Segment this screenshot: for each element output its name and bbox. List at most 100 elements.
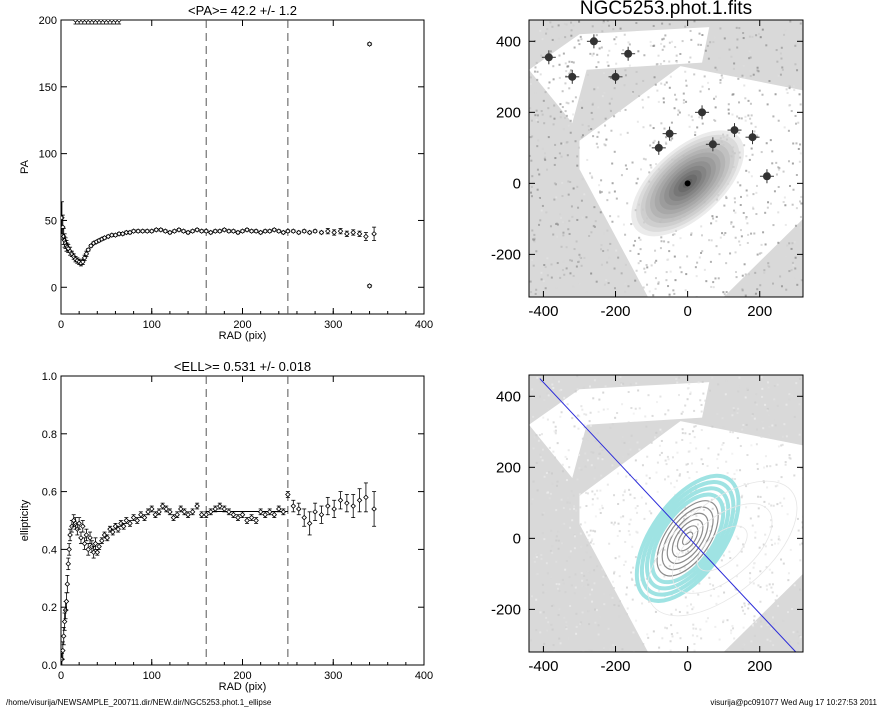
noise-pixel <box>573 46 576 49</box>
x-tick-label: 300 <box>324 670 342 682</box>
noise-pixel <box>555 509 558 512</box>
noise-pixel <box>775 463 778 466</box>
noise-pixel <box>592 135 595 138</box>
noise-pixel <box>635 182 638 185</box>
y-tick-label: -200 <box>491 601 521 618</box>
noise-pixel <box>749 117 752 120</box>
noise-pixel <box>530 291 533 294</box>
noise-pixel <box>679 637 682 640</box>
noise-pixel <box>736 564 739 567</box>
noise-pixel <box>793 584 796 587</box>
noise-pixel <box>659 563 662 566</box>
noise-pixel <box>580 468 583 471</box>
noise-pixel <box>800 202 803 205</box>
noise-pixel <box>668 23 671 26</box>
noise-pixel <box>628 533 631 536</box>
noise-pixel <box>707 447 710 450</box>
noise-pixel <box>681 511 684 514</box>
noise-pixel <box>604 117 607 120</box>
noise-pixel <box>658 589 661 592</box>
noise-pixel <box>612 587 615 590</box>
noise-pixel <box>591 118 594 121</box>
noise-pixel <box>539 380 542 383</box>
noise-pixel <box>759 600 762 603</box>
noise-pixel <box>536 114 539 117</box>
noise-pixel <box>649 124 652 127</box>
noise-pixel <box>566 501 569 504</box>
noise-pixel <box>560 245 563 248</box>
noise-pixel <box>637 262 640 265</box>
noise-pixel <box>673 107 676 110</box>
noise-pixel <box>554 432 557 435</box>
data-point <box>337 228 344 234</box>
noise-pixel <box>768 80 771 83</box>
noise-pixel <box>607 64 610 67</box>
noise-pixel <box>531 135 534 138</box>
noise-pixel <box>635 479 638 482</box>
noise-pixel <box>698 582 701 585</box>
noise-pixel <box>564 591 567 594</box>
noise-pixel <box>568 232 571 235</box>
noise-pixel <box>599 489 602 492</box>
noise-pixel <box>637 252 640 255</box>
noise-pixel <box>738 27 741 30</box>
noise-pixel <box>552 123 555 126</box>
noise-pixel <box>702 392 705 395</box>
y-tick-label: 200 <box>496 459 521 476</box>
data-point <box>115 526 121 532</box>
data-point <box>371 506 377 512</box>
noise-pixel <box>717 595 720 598</box>
noise-pixel <box>725 197 728 200</box>
data-point <box>203 511 209 518</box>
noise-pixel <box>761 93 764 96</box>
data-point <box>138 511 144 518</box>
noise-pixel <box>572 187 575 190</box>
noise-pixel <box>660 42 663 45</box>
data-point <box>104 535 111 541</box>
noise-pixel <box>564 110 567 113</box>
noise-pixel <box>562 143 565 146</box>
noise-pixel <box>721 232 724 235</box>
data-point <box>116 231 122 237</box>
noise-pixel <box>604 574 607 577</box>
noise-pixel <box>711 215 714 218</box>
noise-pixel <box>635 382 638 385</box>
noise-pixel <box>799 200 802 203</box>
noise-pixel <box>559 110 562 113</box>
noise-pixel <box>585 551 588 554</box>
noise-pixel <box>623 490 626 493</box>
noise-pixel <box>664 413 667 416</box>
noise-pixel <box>605 279 608 282</box>
noise-pixel <box>576 218 579 221</box>
noise-pixel <box>784 204 787 207</box>
noise-pixel <box>760 435 763 438</box>
noise-pixel <box>599 190 602 193</box>
noise-pixel <box>641 464 644 467</box>
noise-pixel <box>669 75 672 78</box>
noise-pixel <box>539 453 542 456</box>
noise-pixel <box>644 415 647 418</box>
data-point <box>159 503 166 509</box>
noise-pixel <box>564 455 567 458</box>
noise-pixel <box>645 264 648 267</box>
noise-pixel <box>577 206 580 209</box>
noise-pixel <box>733 637 736 640</box>
noise-pixel <box>638 95 641 98</box>
noise-pixel <box>650 264 653 267</box>
noise-pixel <box>756 467 759 470</box>
noise-pixel <box>685 100 688 103</box>
noise-pixel <box>534 114 537 117</box>
noise-pixel <box>621 440 624 443</box>
noise-pixel <box>666 455 669 458</box>
noise-pixel <box>674 608 677 611</box>
noise-pixel <box>594 515 597 518</box>
noise-pixel <box>799 588 802 591</box>
noise-pixel <box>709 594 712 597</box>
noise-pixel <box>585 504 588 507</box>
noise-pixel <box>533 560 536 563</box>
noise-pixel <box>684 404 687 407</box>
noise-pixel <box>779 275 782 278</box>
noise-pixel <box>795 42 798 45</box>
noise-pixel <box>606 199 609 202</box>
noise-pixel <box>777 185 780 188</box>
